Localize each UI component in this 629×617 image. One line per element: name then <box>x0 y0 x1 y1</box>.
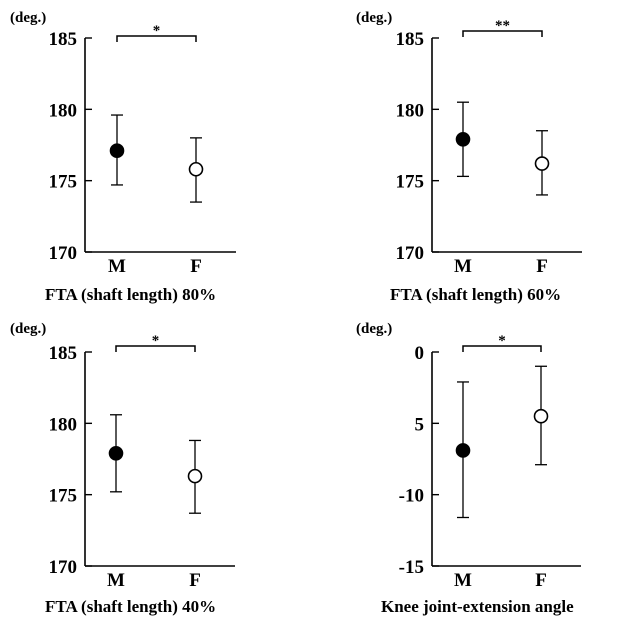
chart-title: FTA (shaft length) 60% <box>390 285 561 304</box>
significance-marker: * <box>498 333 506 349</box>
y-tick-label: 180 <box>49 414 78 435</box>
data-point-open <box>534 156 550 171</box>
data-point-filled <box>108 445 124 461</box>
y-tick-label: 175 <box>396 172 425 193</box>
chart-title: Knee joint-extension angle <box>381 597 574 616</box>
y-tick-label: 180 <box>396 100 425 121</box>
y-tick-label: 170 <box>49 557 78 578</box>
x-category-label: M <box>108 256 126 277</box>
data-point-filled <box>455 131 471 147</box>
x-category-label: M <box>107 570 125 591</box>
y-unit-label: (deg.) <box>356 10 392 26</box>
y-tick-label: 0 <box>415 343 425 364</box>
data-point-open <box>188 161 204 177</box>
y-tick-label: 175 <box>49 486 78 507</box>
significance-marker: * <box>152 333 160 349</box>
chart-panel-2: 185 180 175 170 (deg.) M F ** FTA (shaft length)… <box>356 10 582 304</box>
x-category-label: F <box>535 570 547 591</box>
chart-panel-1: 185 180 175 170 (deg.) M F * FTA (shaft length) … <box>10 10 236 304</box>
data-point-filled <box>455 443 471 458</box>
y-tick-label: 170 <box>396 243 425 264</box>
significance-bracket <box>462 30 543 37</box>
significance-bracket <box>115 345 196 352</box>
y-tick-label: 185 <box>396 29 425 50</box>
y-unit-label: (deg.) <box>356 321 392 337</box>
x-category-label: M <box>454 256 472 277</box>
y-unit-label: (deg.) <box>10 10 46 26</box>
x-category-label: F <box>189 570 201 591</box>
chart-title: FTA (shaft length) 40% <box>45 597 216 616</box>
data-point-open <box>533 408 549 424</box>
y-tick-label: 175 <box>49 172 78 193</box>
y-tick-label: 180 <box>49 100 78 121</box>
chart-title: FTA (shaft length) 80% <box>45 285 216 304</box>
chart-panel-4: 0 5 -10 -15 (deg.) M F * Knee joint-extension an… <box>356 321 581 616</box>
y-tick-label: -15 <box>399 557 424 578</box>
significance-bracket <box>116 35 197 42</box>
data-point-open <box>187 468 203 484</box>
significance-marker: ** <box>495 18 510 34</box>
chart-panel-3: 185 180 175 170 (deg.) M F * FTA (shaft length) … <box>10 321 235 616</box>
y-unit-label: (deg.) <box>10 321 46 337</box>
y-tick-label: 170 <box>49 243 78 264</box>
x-category-label: F <box>536 256 548 277</box>
x-category-label: M <box>454 570 472 591</box>
significance-marker: * <box>153 23 161 39</box>
x-category-label: F <box>190 256 202 277</box>
y-tick-label: 185 <box>49 343 78 364</box>
y-tick-label: 185 <box>49 29 78 50</box>
data-point-filled <box>109 143 125 159</box>
significance-bracket <box>462 345 542 352</box>
y-tick-label: 5 <box>415 414 425 435</box>
y-tick-label: -10 <box>399 486 424 507</box>
